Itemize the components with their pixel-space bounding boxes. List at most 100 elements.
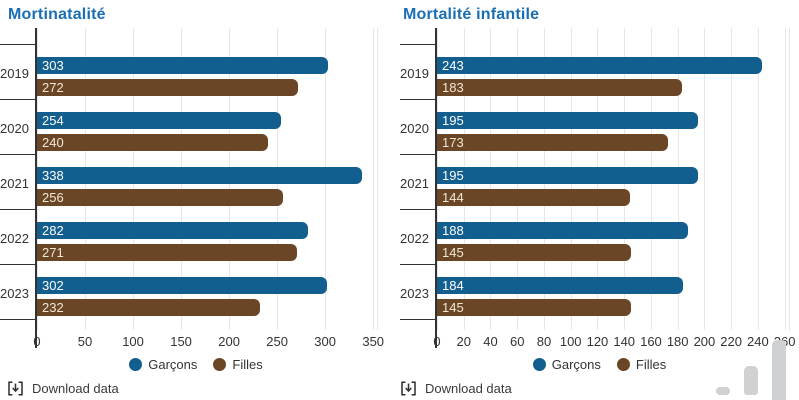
bar-value-label: 195 bbox=[442, 168, 464, 183]
chart-row-2022: 2022 188 145 bbox=[400, 210, 790, 265]
gridline bbox=[731, 28, 733, 330]
bar-value-label: 188 bbox=[442, 223, 464, 238]
x-axis-tick-label: 350 bbox=[362, 334, 385, 349]
category-separator bbox=[400, 209, 436, 210]
x-axis-tick-label: 0 bbox=[33, 334, 41, 349]
bar-2019-garcons[interactable]: 303 bbox=[37, 57, 329, 74]
year-label: 2021 bbox=[0, 176, 29, 191]
bar-value-label: 232 bbox=[42, 300, 64, 315]
x-axis-labels: 020406080100120140160180200220240260 bbox=[433, 330, 795, 350]
chart-row-2021: 2021 338 256 bbox=[0, 155, 378, 210]
x-axis-labels: 0 50 100 150 200 250 300 350 bbox=[33, 330, 384, 350]
gridline bbox=[373, 28, 375, 330]
bar-2021-filles[interactable]: 256 bbox=[37, 189, 283, 206]
legend: Garçons Filles bbox=[400, 357, 799, 372]
bar-2021-filles[interactable]: 144 bbox=[437, 189, 630, 206]
legend-item-filles[interactable]: Filles bbox=[213, 357, 263, 372]
x-axis-tick-label: 20 bbox=[456, 334, 471, 349]
category-separator bbox=[0, 264, 36, 265]
x-axis-tick-label: 50 bbox=[77, 334, 93, 349]
year-label: 2021 bbox=[400, 176, 429, 191]
y-axis-line bbox=[35, 28, 37, 348]
plot-area: 0204060801001201401601802002202402602019… bbox=[400, 28, 795, 349]
bar-value-label: 145 bbox=[442, 245, 464, 260]
bar-2020-filles[interactable]: 240 bbox=[37, 134, 268, 151]
bar-2023-filles[interactable]: 232 bbox=[37, 299, 260, 316]
legend-label: Garçons bbox=[148, 357, 198, 372]
chart-row-2020: 2020 254 240 bbox=[0, 100, 378, 155]
bar-2022-garcons[interactable]: 282 bbox=[37, 222, 308, 239]
bar-2019-filles[interactable]: 272 bbox=[37, 79, 299, 96]
x-axis-tick-label: 120 bbox=[586, 334, 609, 349]
gridline bbox=[704, 28, 706, 330]
legend-item-filles[interactable]: Filles bbox=[616, 357, 667, 372]
legend-marker-circle bbox=[213, 358, 227, 371]
bar-2022-filles[interactable]: 145 bbox=[437, 244, 631, 261]
bar-chart-glyph-bar-medium bbox=[744, 366, 758, 395]
chart-row-2020: 2020 195 173 bbox=[400, 100, 790, 155]
category-separator bbox=[0, 319, 36, 320]
year-label: 2022 bbox=[400, 231, 429, 246]
x-axis-tick-label: 60 bbox=[509, 334, 525, 349]
chart-row-2019: 2019 303 272 bbox=[0, 45, 378, 100]
legend: Garçons Filles bbox=[0, 357, 392, 372]
bar-value-label: 256 bbox=[42, 190, 64, 205]
legend-item-garcons[interactable]: Garçons bbox=[129, 357, 197, 372]
bar-value-label: 243 bbox=[442, 58, 464, 73]
x-axis-tick-label: 250 bbox=[266, 334, 288, 349]
bar-2021-garcons[interactable]: 338 bbox=[37, 167, 362, 184]
bar-value-label: 271 bbox=[42, 245, 64, 260]
gridline bbox=[784, 28, 786, 330]
category-separator bbox=[0, 44, 36, 45]
bar-value-label: 272 bbox=[42, 80, 64, 95]
chart-mortinatalite: Mortinatalité 0 50 100 150 200 250 300 350 2019 3… bbox=[0, 0, 392, 400]
bar-value-label: 302 bbox=[42, 278, 64, 293]
bar-2022-garcons[interactable]: 188 bbox=[437, 222, 689, 239]
gridline bbox=[377, 28, 378, 330]
bar-value-label: 195 bbox=[442, 113, 464, 128]
x-axis-tick-label: 240 bbox=[747, 334, 769, 349]
chart-row-2021: 2021 195 144 bbox=[400, 155, 790, 210]
bar-chart-glyph-bar-small bbox=[716, 387, 730, 395]
bar-2022-filles[interactable]: 271 bbox=[37, 244, 298, 261]
category-separator bbox=[400, 264, 436, 265]
year-label: 2022 bbox=[0, 231, 29, 246]
bar-2019-garcons[interactable]: 243 bbox=[437, 57, 762, 74]
bar-rows: 2019 303 272 2020 254 240 2021 338 256 2022 282 271… bbox=[0, 45, 378, 320]
legend-label: Filles bbox=[635, 357, 667, 372]
bar-value-label: 145 bbox=[442, 300, 464, 315]
gridline bbox=[789, 28, 790, 330]
y-axis-line bbox=[435, 28, 437, 348]
x-axis-tick-label: 100 bbox=[559, 334, 582, 349]
legend-label: Filles bbox=[232, 357, 263, 372]
bar-2023-garcons[interactable]: 302 bbox=[37, 277, 328, 294]
download-data-link[interactable]: Download data bbox=[401, 381, 512, 396]
year-label: 2020 bbox=[400, 121, 429, 136]
chart-title: Mortalité infantile bbox=[403, 6, 540, 23]
x-axis-tick-label: 200 bbox=[693, 334, 716, 349]
bar-2019-filles[interactable]: 183 bbox=[437, 79, 682, 96]
bar-2023-garcons[interactable]: 184 bbox=[437, 277, 684, 294]
x-axis-tick-label: 180 bbox=[666, 334, 689, 349]
legend-item-garcons[interactable]: Garçons bbox=[532, 357, 601, 372]
bar-2021-garcons[interactable]: 195 bbox=[437, 167, 698, 184]
category-separator bbox=[0, 99, 36, 100]
legend-marker-circle bbox=[129, 358, 143, 371]
category-separator bbox=[400, 44, 436, 45]
x-axis-tick-label: 200 bbox=[218, 334, 240, 349]
year-label: 2020 bbox=[0, 121, 29, 136]
download-label: Download data bbox=[425, 381, 512, 396]
chart-mortalite-infantile: Mortalité infantile 0 20 40 60 80 100 120 140 16… bbox=[400, 0, 799, 400]
download-data-link[interactable]: Download data bbox=[8, 381, 119, 396]
x-axis-tick-label: 150 bbox=[170, 334, 192, 349]
category-separator bbox=[0, 209, 36, 210]
bar-2020-garcons[interactable]: 254 bbox=[37, 112, 281, 129]
download-icon bbox=[401, 381, 416, 396]
bar-2023-filles[interactable]: 145 bbox=[437, 299, 631, 316]
chart-row-2023: 2023 184 145 bbox=[400, 265, 790, 320]
x-axis-tick-label: 100 bbox=[122, 334, 144, 349]
bar-2020-garcons[interactable]: 195 bbox=[437, 112, 698, 129]
bar-value-label: 173 bbox=[442, 135, 464, 150]
bar-2020-filles[interactable]: 173 bbox=[437, 134, 669, 151]
bar-value-label: 183 bbox=[442, 80, 464, 95]
